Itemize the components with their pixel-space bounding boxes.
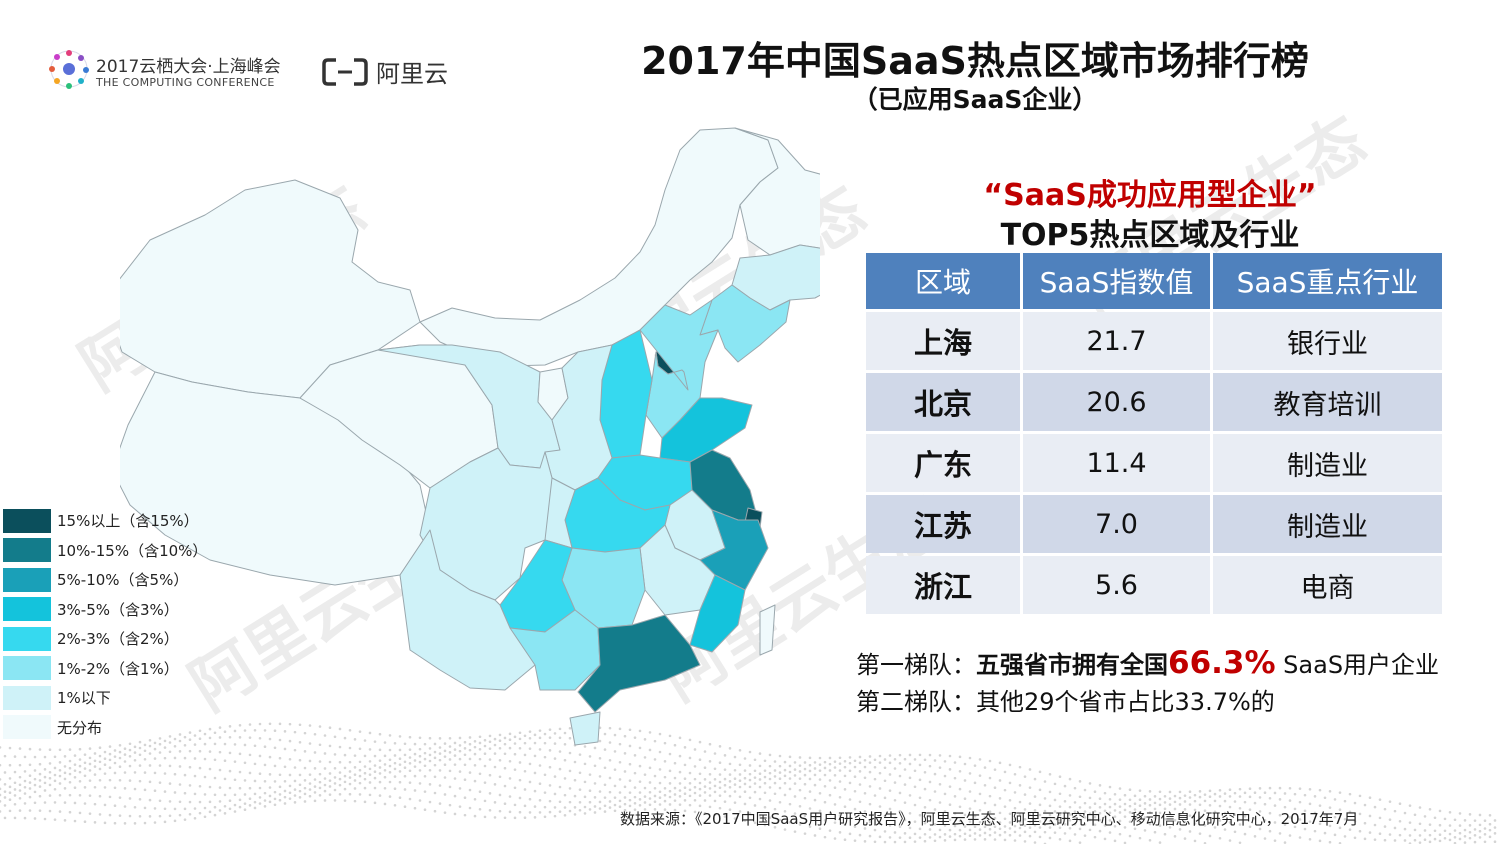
legend-swatch	[3, 626, 51, 651]
legend-item: 15%以上（含15%）	[3, 506, 207, 536]
legend-swatch	[3, 538, 51, 563]
legend-item: 10%-15%（含10%）	[3, 536, 207, 566]
panel-heading-quote: “SaaS成功应用型企业”	[983, 178, 1317, 213]
province-重庆	[544, 477, 576, 549]
cell-index: 20.6	[1023, 373, 1210, 431]
legend-item: 3%-5%（含3%）	[3, 595, 207, 625]
tier1-prefix: 第一梯队：	[856, 651, 976, 679]
table-row: 上海 21.7 银行业	[866, 312, 1442, 370]
legend-item: 5%-10%（含5%）	[3, 565, 207, 595]
legend-swatch	[3, 715, 51, 740]
conference-logo-icon	[49, 50, 89, 89]
cell-region: 广东	[866, 434, 1020, 492]
aliyun-wordmark: 阿里云	[376, 60, 448, 88]
legend-label: 1%以下	[57, 689, 111, 708]
aliyun-logo-icon	[322, 58, 368, 86]
province-广东	[577, 614, 701, 713]
legend-swatch	[3, 685, 51, 710]
legend-label: 2%-3%（含2%）	[57, 630, 179, 649]
top5-table: 区域 SaaS指数值 SaaS重点行业 上海 21.7 银行业 北京 20.6 …	[863, 250, 1445, 617]
legend-item: 无分布	[3, 713, 207, 743]
cell-industry: 银行业	[1213, 312, 1442, 370]
cell-region: 上海	[866, 312, 1020, 370]
cell-industry: 制造业	[1213, 434, 1442, 492]
legend-label: 无分布	[57, 718, 103, 737]
tier1-suffix: SaaS用户企业	[1275, 651, 1440, 679]
legend-swatch	[3, 567, 51, 592]
legend-swatch	[3, 508, 51, 533]
province-海南	[569, 711, 601, 746]
table-header-row: 区域 SaaS指数值 SaaS重点行业	[866, 253, 1442, 309]
data-source: 数据来源：《2017中国SaaS用户研究报告》，阿里云生态、阿里云研究中心、移动…	[620, 810, 1359, 828]
tier1-bold: 五强省市拥有全国	[976, 651, 1168, 679]
tier2-summary: 第二梯队：其他29个省市占比33.7%的	[856, 688, 1275, 716]
legend-label: 3%-5%（含3%）	[57, 600, 179, 619]
legend-item: 1%以下	[3, 683, 207, 713]
cell-index: 21.7	[1023, 312, 1210, 370]
cell-industry: 制造业	[1213, 495, 1442, 553]
table-row: 广东 11.4 制造业	[866, 434, 1442, 492]
panel-heading: TOP5热点区域及行业	[1000, 218, 1300, 253]
legend-swatch	[3, 656, 51, 681]
legend-swatch	[3, 597, 51, 622]
province-台湾	[759, 604, 776, 656]
cell-index: 11.4	[1023, 434, 1210, 492]
column-header-index: SaaS指数值	[1023, 253, 1210, 309]
legend-item: 2%-3%（含2%）	[3, 624, 207, 654]
table-row: 浙江 5.6 电商	[866, 556, 1442, 614]
legend-label: 15%以上（含15%）	[57, 512, 199, 531]
legend-label: 10%-15%（含10%）	[57, 541, 208, 560]
cell-industry: 电商	[1213, 556, 1442, 614]
cell-index: 5.6	[1023, 556, 1210, 614]
cell-index: 7.0	[1023, 495, 1210, 553]
map-legend: 15%以上（含15%） 10%-15%（含10%） 5%-10%（含5%） 3%-5%…	[3, 506, 207, 742]
cell-region: 北京	[866, 373, 1020, 431]
dotted-wave-decoration	[0, 722, 1497, 844]
table-row: 江苏 7.0 制造业	[866, 495, 1442, 553]
cell-region: 浙江	[866, 556, 1020, 614]
legend-item: 1%-2%（含1%）	[3, 654, 207, 684]
cell-region: 江苏	[866, 495, 1020, 553]
column-header-region: 区域	[866, 253, 1020, 309]
column-header-industry: SaaS重点行业	[1213, 253, 1442, 309]
legend-label: 1%-2%（含1%）	[57, 659, 179, 678]
page-subtitle: （已应用SaaS企业）	[852, 85, 1098, 114]
conference-name: 2017云栖大会·上海峰会	[96, 57, 281, 77]
tier1-summary: 第一梯队：五强省市拥有全国66.3% SaaS用户企业	[856, 645, 1439, 681]
cell-industry: 教育培训	[1213, 373, 1442, 431]
tier1-percentage: 66.3%	[1168, 645, 1276, 681]
table-row: 北京 20.6 教育培训	[866, 373, 1442, 431]
legend-label: 5%-10%（含5%）	[57, 571, 189, 590]
page-title: 2017年中国SaaS热点区域市场排行榜	[641, 39, 1309, 83]
conference-name-en: THE COMPUTING CONFERENCE	[96, 76, 275, 89]
china-saas-map	[120, 127, 820, 746]
